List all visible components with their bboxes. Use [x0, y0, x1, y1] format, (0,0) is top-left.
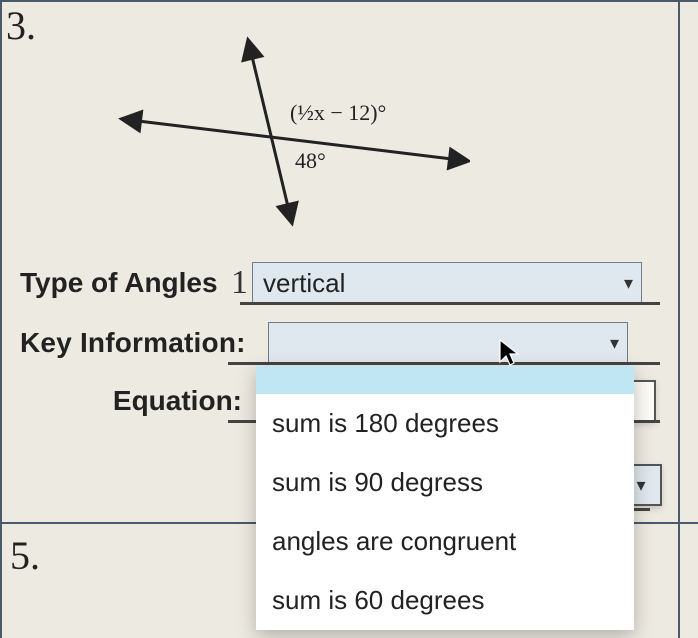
label-type-of-angles: Type of Angles: [20, 267, 235, 299]
chevron-down-icon: ▾: [610, 333, 619, 354]
select-key-information[interactable]: ▾: [268, 322, 628, 364]
dropdown-option-90[interactable]: sum is 90 degress: [256, 453, 634, 512]
angle-label-expression: (½x − 12)°: [290, 100, 386, 125]
diagram-line-2: [250, 48, 290, 215]
cursor-icon: [498, 338, 522, 368]
label-key-information: Key Information:: [20, 327, 248, 359]
dropdown-key-information: sum is 180 degrees sum is 90 degress ang…: [256, 366, 634, 630]
dropdown-option-congruent[interactable]: angles are congruent: [256, 512, 634, 571]
chevron-down-icon: ▾: [624, 273, 633, 294]
underline-1: [240, 302, 660, 305]
dropdown-option-blank[interactable]: [256, 366, 634, 394]
row-type-of-angles: Type of Angles 1 vertical ▾: [20, 262, 642, 304]
angle-diagram: (½x − 12)° 48°: [110, 30, 470, 230]
problem-cell-4-sliver: [680, 0, 698, 524]
select-type-of-angles[interactable]: vertical ▾: [252, 262, 642, 304]
angle-label-48: 48°: [295, 148, 326, 173]
question-number-5: 5.: [10, 532, 40, 579]
chevron-down-icon: ▾: [636, 475, 645, 496]
row-key-information: Key Information: ▾: [20, 322, 628, 364]
select-type-value: vertical: [263, 268, 345, 299]
label-equation: Equation:: [20, 385, 248, 417]
dropdown-option-180[interactable]: sum is 180 degrees: [256, 394, 634, 453]
question-number-3: 3.: [6, 2, 36, 49]
dropdown-option-60[interactable]: sum is 60 degrees: [256, 571, 634, 630]
underline-2: [228, 362, 660, 365]
index-marker-1: 1: [231, 264, 248, 302]
